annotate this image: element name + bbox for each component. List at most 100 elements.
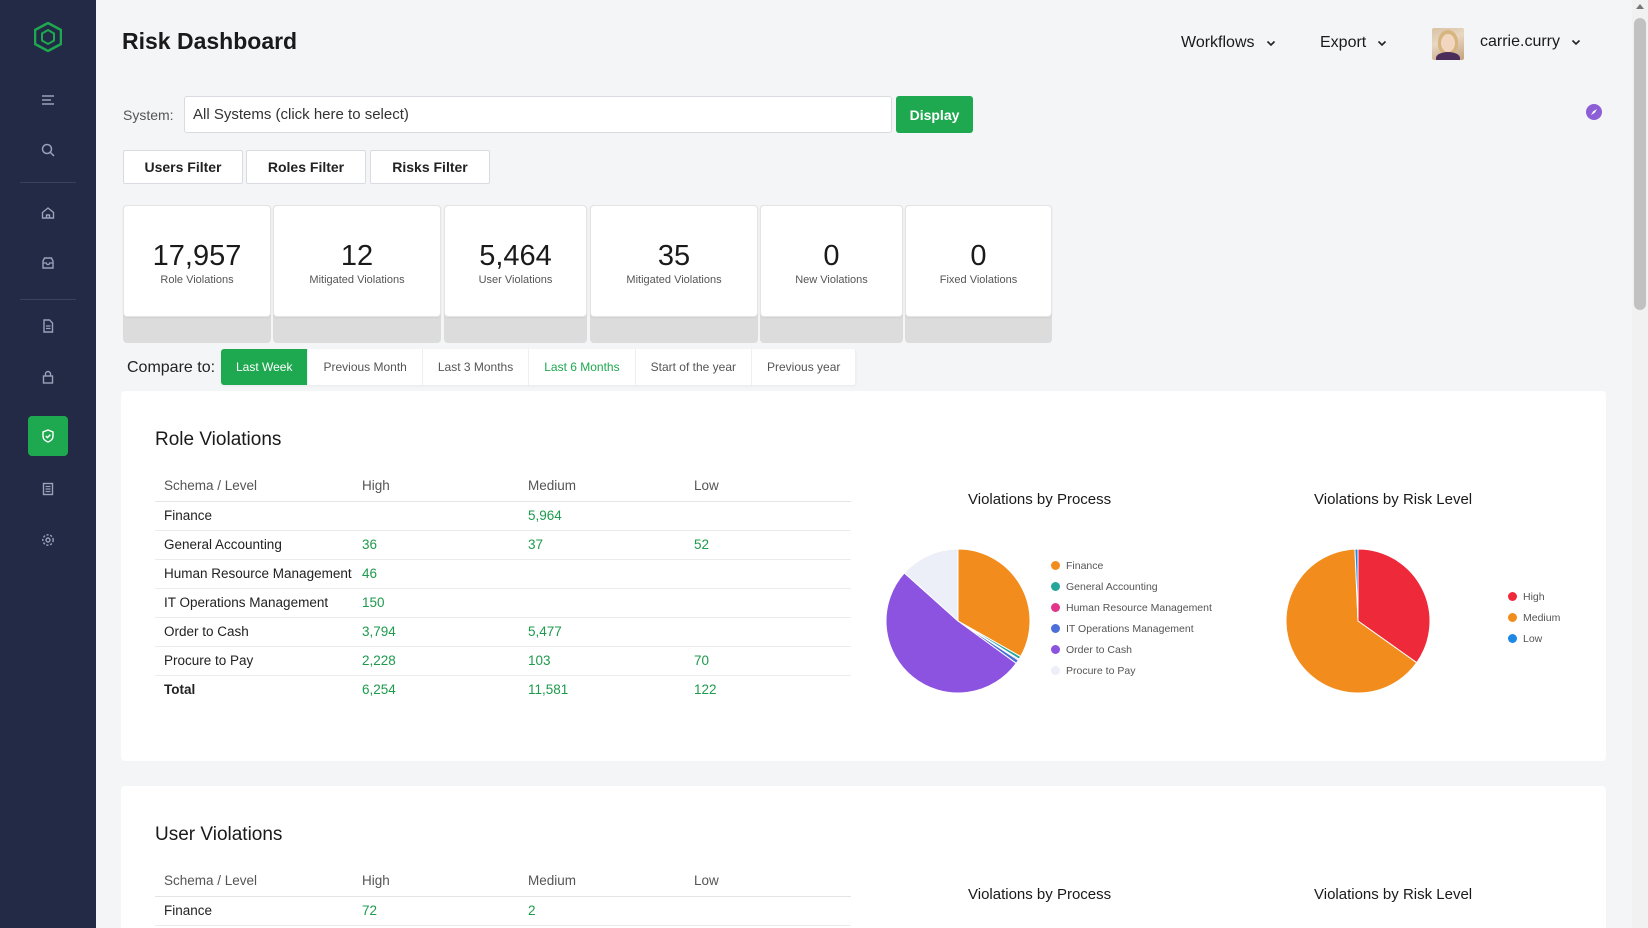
stat-card-fixed-violations[interactable]: 0 Fixed Violations (905, 205, 1052, 343)
pie-slice-low[interactable] (1354, 548, 1359, 622)
pie-slice-high[interactable] (1357, 548, 1431, 664)
row-value-cell[interactable] (685, 617, 851, 647)
table-row[interactable]: General Accounting 36 37 52 (155, 530, 851, 560)
row-value-cell[interactable]: 46 (353, 559, 519, 589)
stat-card-mitigated-user-violations[interactable]: 35 Mitigated Violations (590, 205, 758, 343)
compare-tab-last-week[interactable]: Last Week (221, 349, 309, 385)
risks-filter-button[interactable]: Risks Filter (370, 150, 490, 184)
stat-card-new-violations[interactable]: 0 New Violations (760, 205, 903, 343)
roles-filter-button[interactable]: Roles Filter (246, 150, 366, 184)
stat-value: 0 (970, 240, 987, 272)
legend-item[interactable]: Human Resource Management (1051, 597, 1217, 618)
stat-card-role-violations[interactable]: 17,957 Role Violations (123, 205, 271, 343)
legend-item[interactable]: Order to Cash (1051, 639, 1217, 660)
search-icon[interactable] (28, 130, 68, 170)
compare-label: Compare to: (127, 359, 216, 376)
pie-slice-order-to-cash[interactable] (885, 572, 1017, 694)
row-value-cell[interactable]: 2,228 (353, 646, 519, 676)
menu-toggle-icon[interactable] (28, 80, 68, 120)
export-menu-label: Export (1320, 34, 1367, 51)
table-row[interactable]: Finance 5,964 (155, 501, 851, 531)
row-value-cell[interactable]: 3,794 (353, 617, 519, 647)
role-violations-table: Schema / Level High Medium Low Finance 5,… (155, 471, 851, 704)
column-header[interactable]: Low (685, 471, 851, 502)
pie-slice-procure-to-pay[interactable] (903, 548, 959, 623)
compass-icon[interactable] (1586, 104, 1602, 120)
stat-card-mitigated-role-violations[interactable]: 12 Mitigated Violations (273, 205, 441, 343)
column-header[interactable]: Low (685, 866, 851, 897)
chevron-down-icon (1378, 40, 1387, 47)
row-value-cell[interactable] (519, 559, 685, 589)
legend-item[interactable]: IT Operations Management (1051, 618, 1217, 639)
column-header[interactable]: Medium (519, 471, 685, 502)
row-value-cell[interactable]: 5,964 (519, 501, 685, 531)
row-value-cell[interactable]: 150 (353, 588, 519, 618)
legend-item[interactable]: High (1508, 586, 1560, 607)
stat-card-user-violations[interactable]: 5,464 User Violations (444, 205, 587, 343)
legend-item[interactable]: Medium (1508, 607, 1560, 628)
compare-tab-last-3-months[interactable]: Last 3 Months (423, 349, 530, 385)
row-value-cell[interactable]: 2 (519, 896, 685, 926)
scroll-up-arrow-icon[interactable] (1636, 4, 1644, 9)
table-row[interactable]: Order to Cash 3,794 5,477 (155, 617, 851, 647)
panel-title: User Violations (155, 824, 283, 845)
compare-tab-previous-month[interactable]: Previous Month (308, 349, 423, 385)
app-logo-icon[interactable] (34, 22, 62, 52)
column-header[interactable]: Medium (519, 866, 685, 897)
workflows-menu[interactable]: Workflows (1181, 34, 1277, 52)
lock-icon[interactable] (28, 357, 68, 397)
compare-tab-start-of-year[interactable]: Start of the year (636, 349, 752, 385)
user-menu[interactable]: carrie.curry (1480, 33, 1582, 51)
table-row[interactable]: Human Resource Management 46 (155, 559, 851, 589)
risk-chart-title: Violations by Risk Level (1314, 886, 1473, 903)
column-header[interactable]: Schema / Level (155, 471, 353, 502)
row-value-cell[interactable] (685, 501, 851, 531)
row-value-cell[interactable] (353, 501, 519, 531)
column-header[interactable]: High (353, 471, 519, 502)
table-row[interactable]: Procure to Pay 2,228 103 70 (155, 646, 851, 676)
column-header[interactable]: Schema / Level (155, 866, 353, 897)
row-value-cell[interactable] (685, 896, 851, 926)
scrollbar-thumb[interactable] (1634, 18, 1646, 310)
legend-item[interactable]: Finance (1051, 555, 1217, 576)
system-select-input[interactable] (184, 96, 892, 133)
row-value-cell[interactable]: 70 (685, 646, 851, 676)
inbox-icon[interactable] (28, 243, 68, 283)
display-button[interactable]: Display (896, 96, 973, 133)
legend-item[interactable]: Procure to Pay (1051, 660, 1217, 681)
users-filter-button[interactable]: Users Filter (123, 150, 243, 184)
shield-icon[interactable] (28, 416, 68, 456)
document-icon[interactable] (28, 306, 68, 346)
user-avatar[interactable] (1432, 28, 1464, 60)
legend-item[interactable]: General Accounting (1051, 576, 1217, 597)
home-icon[interactable] (28, 193, 68, 233)
row-value-cell[interactable]: 72 (353, 896, 519, 926)
row-value-cell[interactable] (685, 588, 851, 618)
legend-dot-icon (1051, 603, 1060, 612)
table-row[interactable]: IT Operations Management 150 (155, 588, 851, 618)
row-value-cell[interactable]: 52 (685, 530, 851, 560)
report-icon[interactable] (28, 469, 68, 509)
row-value-cell[interactable]: 37 (519, 530, 685, 560)
compare-tab-last-6-months[interactable]: Last 6 Months (529, 349, 636, 385)
row-value-cell[interactable]: 5,477 (519, 617, 685, 647)
row-value-cell[interactable]: 103 (519, 646, 685, 676)
legend-dot-icon (1051, 666, 1060, 675)
stat-label: Fixed Violations (939, 274, 1018, 286)
row-schema-cell: IT Operations Management (155, 588, 353, 618)
compare-tab-previous-year[interactable]: Previous year (752, 349, 857, 385)
page-title: Risk Dashboard (122, 28, 298, 54)
table-row[interactable]: Finance 72 2 (155, 896, 851, 926)
legend-label: High (1523, 590, 1545, 603)
settings-gear-icon[interactable] (28, 520, 68, 560)
page-scrollbar[interactable] (1632, 0, 1648, 928)
legend-item[interactable]: Low (1508, 628, 1560, 649)
pie-slice-medium[interactable] (1285, 548, 1418, 694)
export-menu[interactable]: Export (1320, 34, 1388, 52)
pie-slice-finance[interactable] (957, 548, 1031, 658)
column-header[interactable]: High (353, 866, 519, 897)
row-value-cell[interactable] (685, 559, 851, 589)
row-value-cell[interactable] (519, 588, 685, 618)
row-value-cell[interactable]: 36 (353, 530, 519, 560)
stat-value: 17,957 (152, 240, 242, 272)
